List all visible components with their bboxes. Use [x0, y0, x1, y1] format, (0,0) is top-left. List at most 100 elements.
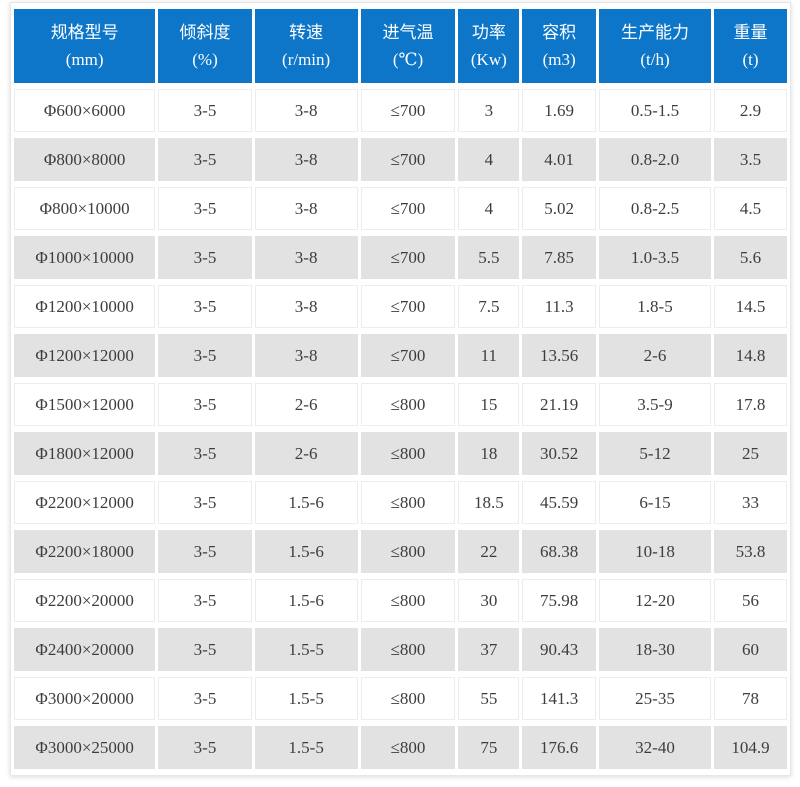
table-cell-volume: 30.52 — [522, 432, 596, 475]
table-cell-power: 7.5 — [458, 285, 520, 328]
table-cell-production-capacity: 2-6 — [598, 334, 712, 377]
table-cell-power: 4 — [458, 187, 520, 230]
table-row: Φ1800×12000 3-5 2-6 ≤800 18 30.52 5-12 25 — [14, 432, 787, 475]
table-cell-incline: 3-5 — [158, 285, 252, 328]
table-cell-rotation-speed: 3-8 — [254, 89, 358, 132]
table-row: Φ2200×20000 3-5 1.5-6 ≤800 30 75.98 12-20 56 — [14, 579, 787, 622]
table-cell-weight: 2.9 — [714, 89, 787, 132]
table-cell-power: 11 — [458, 334, 520, 377]
table-cell-power: 3 — [458, 89, 520, 132]
table-cell-spec-model: Φ800×10000 — [14, 187, 156, 230]
table-cell-rotation-speed: 1.5-6 — [254, 481, 358, 524]
table-cell-power: 4 — [458, 138, 520, 181]
column-unit: (Kw) — [470, 50, 507, 69]
table-cell-incline: 3-5 — [158, 236, 252, 279]
column-name: 倾斜度 — [179, 23, 231, 42]
table-cell-rotation-speed: 1.5-5 — [254, 628, 358, 671]
table-cell-volume: 141.3 — [522, 677, 596, 720]
table-cell-weight: 53.8 — [714, 530, 787, 573]
table-cell-rotation-speed: 3-8 — [254, 138, 358, 181]
table-cell-inlet-air-temp: ≤700 — [360, 138, 456, 181]
table-cell-incline: 3-5 — [158, 579, 252, 622]
table-cell-spec-model: Φ1200×12000 — [14, 334, 156, 377]
table-cell-volume: 75.98 — [522, 579, 596, 622]
table-row: Φ600×6000 3-5 3-8 ≤700 3 1.69 0.5-1.5 2.9 — [14, 89, 787, 132]
table-cell-spec-model: Φ800×8000 — [14, 138, 156, 181]
column-header-weight: 重量 (t) — [714, 9, 787, 83]
table-row: Φ2200×12000 3-5 1.5-6 ≤800 18.5 45.59 6-15 33 — [14, 481, 787, 524]
table-cell-incline: 3-5 — [158, 187, 252, 230]
table-cell-volume: 1.69 — [522, 89, 596, 132]
table-cell-spec-model: Φ2200×12000 — [14, 481, 156, 524]
table-cell-production-capacity: 18-30 — [598, 628, 712, 671]
table-cell-inlet-air-temp: ≤700 — [360, 285, 456, 328]
table-cell-power: 5.5 — [458, 236, 520, 279]
table-cell-volume: 4.01 — [522, 138, 596, 181]
table-cell-volume: 7.85 — [522, 236, 596, 279]
table-cell-production-capacity: 1.8-5 — [598, 285, 712, 328]
table-cell-incline: 3-5 — [158, 677, 252, 720]
column-header-power: 功率 (Kw) — [458, 9, 520, 83]
spec-table-card: 规格型号 (mm) 倾斜度 (%) 转速 (r/min) 进气温 (℃) 功率 (Kw) 容积 (m3… — [10, 2, 791, 776]
table-cell-volume: 11.3 — [522, 285, 596, 328]
column-unit: (r/min) — [282, 50, 331, 69]
table-cell-spec-model: Φ1000×10000 — [14, 236, 156, 279]
table-cell-production-capacity: 0.8-2.5 — [598, 187, 712, 230]
table-cell-weight: 104.9 — [714, 726, 787, 769]
spec-table-header: 规格型号 (mm) 倾斜度 (%) 转速 (r/min) 进气温 (℃) 功率 (Kw) 容积 (m3… — [14, 9, 787, 83]
table-cell-volume: 68.38 — [522, 530, 596, 573]
column-header-spec-model: 规格型号 (mm) — [14, 9, 156, 83]
table-row: Φ3000×20000 3-5 1.5-5 ≤800 55 141.3 25-35 78 — [14, 677, 787, 720]
table-cell-inlet-air-temp: ≤800 — [360, 726, 456, 769]
table-cell-weight: 78 — [714, 677, 787, 720]
table-cell-production-capacity: 0.8-2.0 — [598, 138, 712, 181]
table-cell-incline: 3-5 — [158, 138, 252, 181]
table-row: Φ1000×10000 3-5 3-8 ≤700 5.5 7.85 1.0-3.5 5.6 — [14, 236, 787, 279]
column-header-rotation-speed: 转速 (r/min) — [254, 9, 358, 83]
table-cell-power: 22 — [458, 530, 520, 573]
table-cell-inlet-air-temp: ≤800 — [360, 383, 456, 426]
table-cell-weight: 25 — [714, 432, 787, 475]
table-cell-incline: 3-5 — [158, 334, 252, 377]
column-name: 进气温 — [382, 23, 434, 42]
column-unit: (%) — [192, 50, 218, 69]
table-cell-power: 18 — [458, 432, 520, 475]
table-cell-inlet-air-temp: ≤800 — [360, 628, 456, 671]
table-cell-weight: 5.6 — [714, 236, 787, 279]
table-cell-power: 37 — [458, 628, 520, 671]
table-cell-spec-model: Φ2400×20000 — [14, 628, 156, 671]
table-cell-power: 15 — [458, 383, 520, 426]
table-cell-spec-model: Φ1200×10000 — [14, 285, 156, 328]
table-cell-spec-model: Φ1500×12000 — [14, 383, 156, 426]
column-name: 生产能力 — [620, 23, 689, 42]
table-cell-rotation-speed: 1.5-5 — [254, 677, 358, 720]
table-row: Φ800×8000 3-5 3-8 ≤700 4 4.01 0.8-2.0 3.5 — [14, 138, 787, 181]
table-cell-incline: 3-5 — [158, 383, 252, 426]
table-cell-inlet-air-temp: ≤800 — [360, 481, 456, 524]
column-header-volume: 容积 (m3) — [522, 9, 596, 83]
column-name: 规格型号 — [50, 23, 119, 42]
column-name: 容积 — [542, 23, 577, 42]
table-cell-production-capacity: 6-15 — [598, 481, 712, 524]
table-cell-inlet-air-temp: ≤800 — [360, 579, 456, 622]
table-cell-inlet-air-temp: ≤700 — [360, 187, 456, 230]
table-cell-weight: 4.5 — [714, 187, 787, 230]
table-cell-production-capacity: 5-12 — [598, 432, 712, 475]
table-cell-inlet-air-temp: ≤800 — [360, 530, 456, 573]
column-unit: (m3) — [542, 50, 576, 69]
column-unit: (℃) — [392, 50, 424, 69]
table-cell-weight: 3.5 — [714, 138, 787, 181]
table-cell-weight: 17.8 — [714, 383, 787, 426]
table-cell-spec-model: Φ600×6000 — [14, 89, 156, 132]
table-cell-volume: 45.59 — [522, 481, 596, 524]
table-cell-power: 18.5 — [458, 481, 520, 524]
table-cell-spec-model: Φ2200×18000 — [14, 530, 156, 573]
column-unit: (t) — [742, 50, 759, 69]
table-cell-weight: 14.5 — [714, 285, 787, 328]
table-cell-inlet-air-temp: ≤700 — [360, 236, 456, 279]
column-name: 功率 — [471, 23, 506, 42]
table-cell-inlet-air-temp: ≤700 — [360, 334, 456, 377]
column-header-incline: 倾斜度 (%) — [158, 9, 252, 83]
table-cell-volume: 90.43 — [522, 628, 596, 671]
